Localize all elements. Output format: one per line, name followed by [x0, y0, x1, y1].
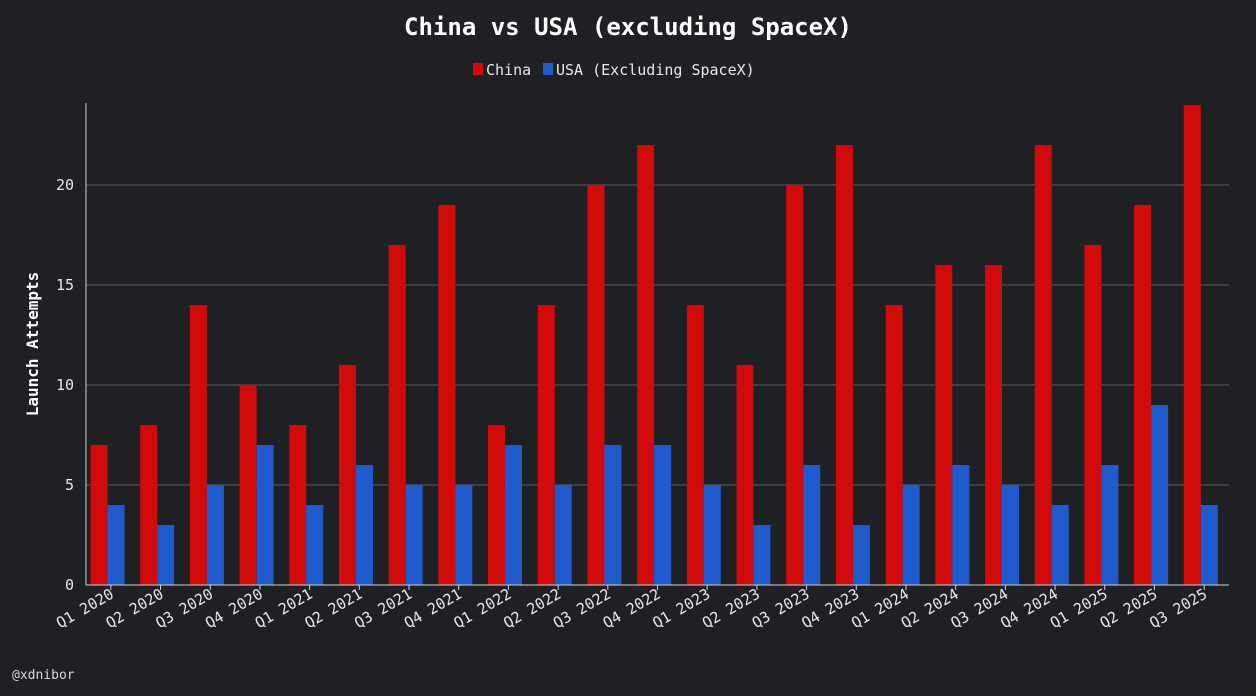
bar-china-q1-2021	[289, 425, 307, 585]
bar-usa-q2-2022	[554, 485, 572, 585]
y-tick-label: 0	[65, 576, 74, 594]
bar-usa-q2-2020	[157, 525, 175, 585]
bar-usa-q3-2020	[206, 485, 224, 585]
y-axis-title: Launch Attempts	[23, 272, 42, 417]
bar-china-q4-2024	[1034, 145, 1052, 585]
bar-china-q4-2020	[239, 385, 257, 585]
bar-usa-q3-2024	[1002, 485, 1020, 585]
bar-china-q2-2025	[1134, 205, 1152, 585]
bar-china-q2-2024	[935, 265, 953, 585]
bar-usa-q1-2024	[902, 485, 920, 585]
bar-usa-q2-2024	[952, 465, 970, 585]
bar-usa-q4-2023	[852, 525, 870, 585]
bar-china-q1-2024	[885, 305, 903, 585]
bar-usa-q1-2023	[703, 485, 721, 585]
bar-usa-q1-2021	[306, 505, 324, 585]
bar-china-q1-2025	[1084, 245, 1102, 585]
y-tick-label: 20	[56, 176, 74, 194]
bar-usa-q1-2022	[505, 445, 523, 585]
bar-china-q3-2024	[985, 265, 1003, 585]
bar-china-q3-2023	[786, 185, 804, 585]
bar-china-q4-2023	[835, 145, 853, 585]
bar-usa-q2-2021	[355, 465, 373, 585]
legend: China USA (Excluding SpaceX)	[473, 61, 755, 79]
bar-china-q2-2020	[140, 425, 158, 585]
bar-china-q3-2020	[189, 305, 207, 585]
legend-swatch-0	[473, 63, 483, 75]
bar-china-q4-2022	[637, 145, 655, 585]
bar-usa-q4-2020	[256, 445, 274, 585]
y-tick-label: 5	[65, 476, 74, 494]
bar-china-q2-2022	[537, 305, 555, 585]
bar-china-q3-2025	[1183, 105, 1201, 585]
y-tick-label: 10	[56, 376, 74, 394]
bar-usa-q4-2021	[455, 485, 473, 585]
bar-china-q2-2023	[736, 365, 754, 585]
chart-title: China vs USA (excluding SpaceX)	[404, 13, 852, 41]
bar-usa-q1-2025	[1101, 465, 1119, 585]
y-tick-labels: 0 5 10 15 20	[56, 176, 74, 594]
bar-china-q1-2022	[488, 425, 506, 585]
bar-usa-q1-2020	[107, 505, 125, 585]
bar-usa-q4-2022	[654, 445, 672, 585]
y-tick-label: 15	[56, 276, 74, 294]
watermark: @xdnibor	[12, 668, 75, 683]
bar-usa-q3-2022	[604, 445, 622, 585]
legend-label-0: China	[486, 61, 531, 79]
legend-label-1: USA (Excluding SpaceX)	[556, 61, 755, 79]
bar-usa-q3-2023	[803, 465, 821, 585]
bar-china-q3-2022	[587, 185, 605, 585]
bar-china-q2-2021	[338, 365, 356, 585]
bar-usa-q2-2025	[1151, 405, 1169, 585]
bar-usa-q4-2024	[1051, 505, 1069, 585]
bars	[90, 105, 1218, 585]
bar-china-q3-2021	[388, 245, 406, 585]
gridlines	[86, 184, 1229, 486]
bar-usa-q3-2025	[1200, 505, 1218, 585]
x-tick-label: Q3 2025	[1146, 585, 1210, 632]
bar-china-q1-2023	[686, 305, 704, 585]
bar-china-q4-2021	[438, 205, 456, 585]
bar-china-q1-2020	[90, 445, 108, 585]
bar-usa-q3-2021	[405, 485, 423, 585]
bar-usa-q2-2023	[753, 525, 771, 585]
legend-swatch-1	[543, 63, 553, 75]
